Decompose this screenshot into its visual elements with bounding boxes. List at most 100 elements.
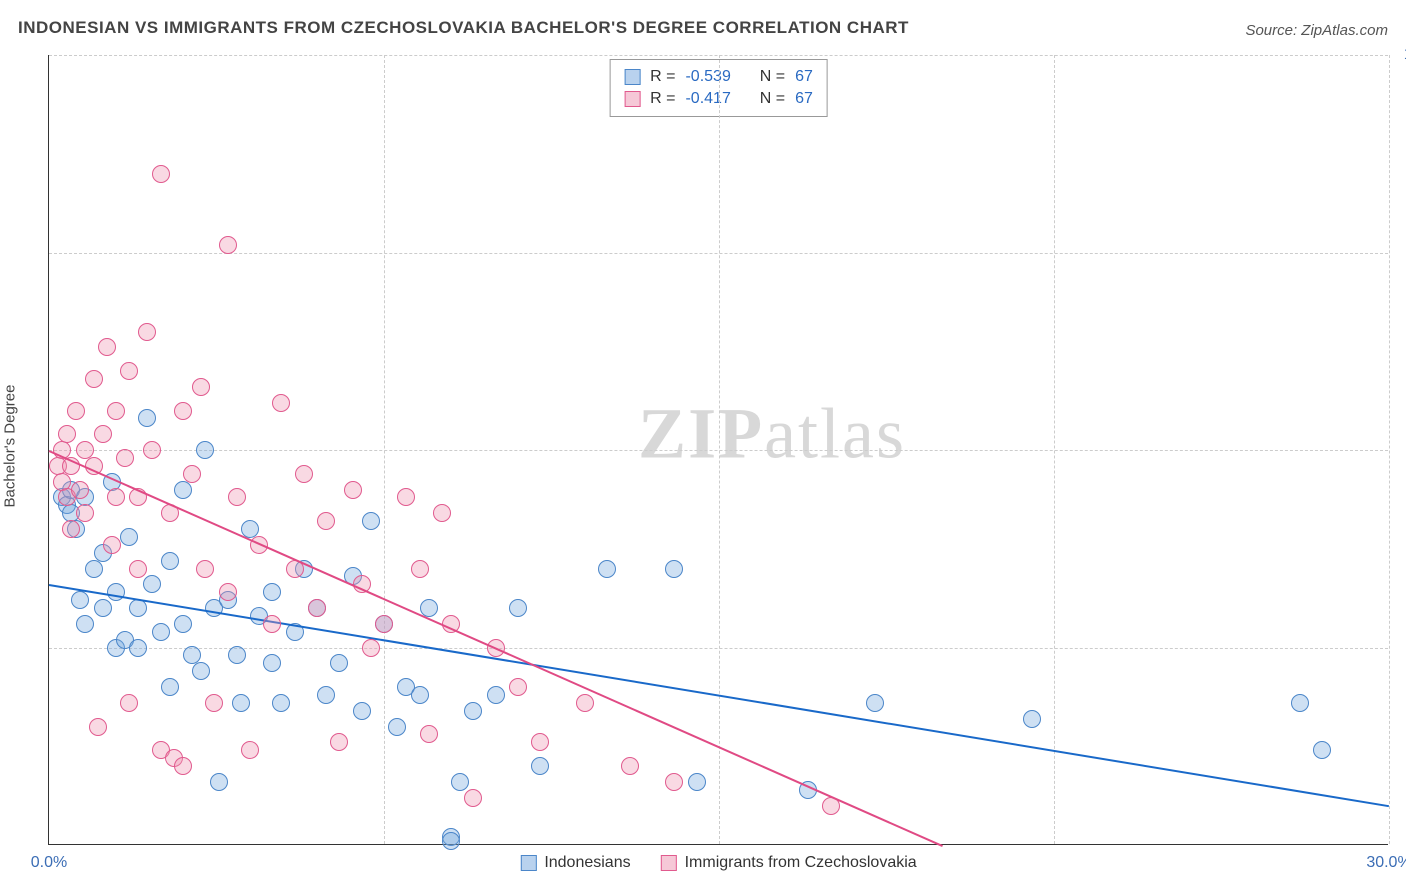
data-point bbox=[330, 654, 348, 672]
data-point bbox=[375, 615, 393, 633]
data-point bbox=[107, 583, 125, 601]
data-point bbox=[411, 560, 429, 578]
legend-item-pink: Immigrants from Czechoslovakia bbox=[661, 854, 917, 872]
data-point bbox=[143, 441, 161, 459]
x-tick-label: 30.0% bbox=[1366, 854, 1406, 872]
data-point bbox=[76, 615, 94, 633]
data-point bbox=[509, 599, 527, 617]
series-legend: Indonesians Immigrants from Czechoslovak… bbox=[520, 854, 916, 872]
data-point bbox=[71, 591, 89, 609]
data-point bbox=[210, 773, 228, 791]
data-point bbox=[411, 686, 429, 704]
data-point bbox=[94, 599, 112, 617]
data-point bbox=[228, 646, 246, 664]
data-point bbox=[152, 623, 170, 641]
data-point bbox=[263, 583, 281, 601]
data-point bbox=[161, 678, 179, 696]
data-point bbox=[263, 615, 281, 633]
stats-n-pink: 67 bbox=[795, 90, 813, 108]
data-point bbox=[85, 560, 103, 578]
data-point bbox=[71, 481, 89, 499]
stats-r-pink: -0.417 bbox=[685, 90, 730, 108]
stats-n-blue: 67 bbox=[795, 68, 813, 86]
legend-swatch-pink-icon bbox=[661, 855, 677, 871]
data-point bbox=[397, 488, 415, 506]
data-point bbox=[509, 678, 527, 696]
data-point bbox=[272, 394, 290, 412]
data-point bbox=[272, 694, 290, 712]
data-point bbox=[120, 694, 138, 712]
legend-item-blue: Indonesians bbox=[520, 854, 630, 872]
data-point bbox=[442, 832, 460, 850]
watermark: ZIPatlas bbox=[638, 392, 906, 475]
data-point bbox=[598, 560, 616, 578]
data-point bbox=[866, 694, 884, 712]
legend-swatch-blue-icon bbox=[520, 855, 536, 871]
watermark-rest: atlas bbox=[764, 393, 906, 473]
y-axis-label: Bachelor's Degree bbox=[2, 385, 19, 508]
gridline-v bbox=[1054, 55, 1055, 844]
swatch-pink-icon bbox=[624, 91, 640, 107]
data-point bbox=[241, 741, 259, 759]
data-point bbox=[621, 757, 639, 775]
gridline-v bbox=[1389, 55, 1390, 844]
data-point bbox=[62, 520, 80, 538]
data-point bbox=[174, 615, 192, 633]
data-point bbox=[362, 512, 380, 530]
data-point bbox=[107, 488, 125, 506]
data-point bbox=[192, 378, 210, 396]
data-point bbox=[192, 662, 210, 680]
data-point bbox=[420, 725, 438, 743]
data-point bbox=[531, 757, 549, 775]
x-tick-label: 0.0% bbox=[31, 854, 67, 872]
data-point bbox=[487, 686, 505, 704]
legend-label-pink: Immigrants from Czechoslovakia bbox=[685, 854, 917, 872]
source-label: Source: ZipAtlas.com bbox=[1245, 22, 1388, 39]
data-point bbox=[94, 425, 112, 443]
data-point bbox=[174, 757, 192, 775]
data-point bbox=[464, 702, 482, 720]
y-tick-label: 25.0% bbox=[1398, 639, 1406, 657]
stats-r-label-2: R = bbox=[650, 90, 675, 108]
y-tick-label: 50.0% bbox=[1398, 441, 1406, 459]
data-point bbox=[353, 702, 371, 720]
gridline-v bbox=[719, 55, 720, 844]
data-point bbox=[330, 733, 348, 751]
data-point bbox=[1023, 710, 1041, 728]
data-point bbox=[67, 402, 85, 420]
data-point bbox=[89, 718, 107, 736]
data-point bbox=[388, 718, 406, 736]
data-point bbox=[219, 236, 237, 254]
data-point bbox=[205, 694, 223, 712]
data-point bbox=[76, 504, 94, 522]
data-point bbox=[451, 773, 469, 791]
stats-n-label: N = bbox=[760, 68, 785, 86]
data-point bbox=[295, 465, 313, 483]
data-point bbox=[665, 773, 683, 791]
data-point bbox=[317, 512, 335, 530]
y-tick-label: 75.0% bbox=[1398, 244, 1406, 262]
data-point bbox=[129, 639, 147, 657]
data-point bbox=[665, 560, 683, 578]
data-point bbox=[433, 504, 451, 522]
data-point bbox=[531, 733, 549, 751]
data-point bbox=[362, 639, 380, 657]
data-point bbox=[228, 488, 246, 506]
data-point bbox=[183, 465, 201, 483]
data-point bbox=[1291, 694, 1309, 712]
data-point bbox=[219, 583, 237, 601]
data-point bbox=[263, 654, 281, 672]
data-point bbox=[85, 370, 103, 388]
watermark-bold: ZIP bbox=[638, 393, 764, 473]
data-point bbox=[1313, 741, 1331, 759]
data-point bbox=[143, 575, 161, 593]
data-point bbox=[98, 338, 116, 356]
scatter-plot-area: ZIPatlas R = -0.539 N = 67 R = -0.417 N … bbox=[48, 55, 1388, 845]
data-point bbox=[317, 686, 335, 704]
data-point bbox=[196, 441, 214, 459]
stats-r-label: R = bbox=[650, 68, 675, 86]
data-point bbox=[138, 409, 156, 427]
data-point bbox=[138, 323, 156, 341]
legend-label-blue: Indonesians bbox=[544, 854, 630, 872]
data-point bbox=[174, 481, 192, 499]
